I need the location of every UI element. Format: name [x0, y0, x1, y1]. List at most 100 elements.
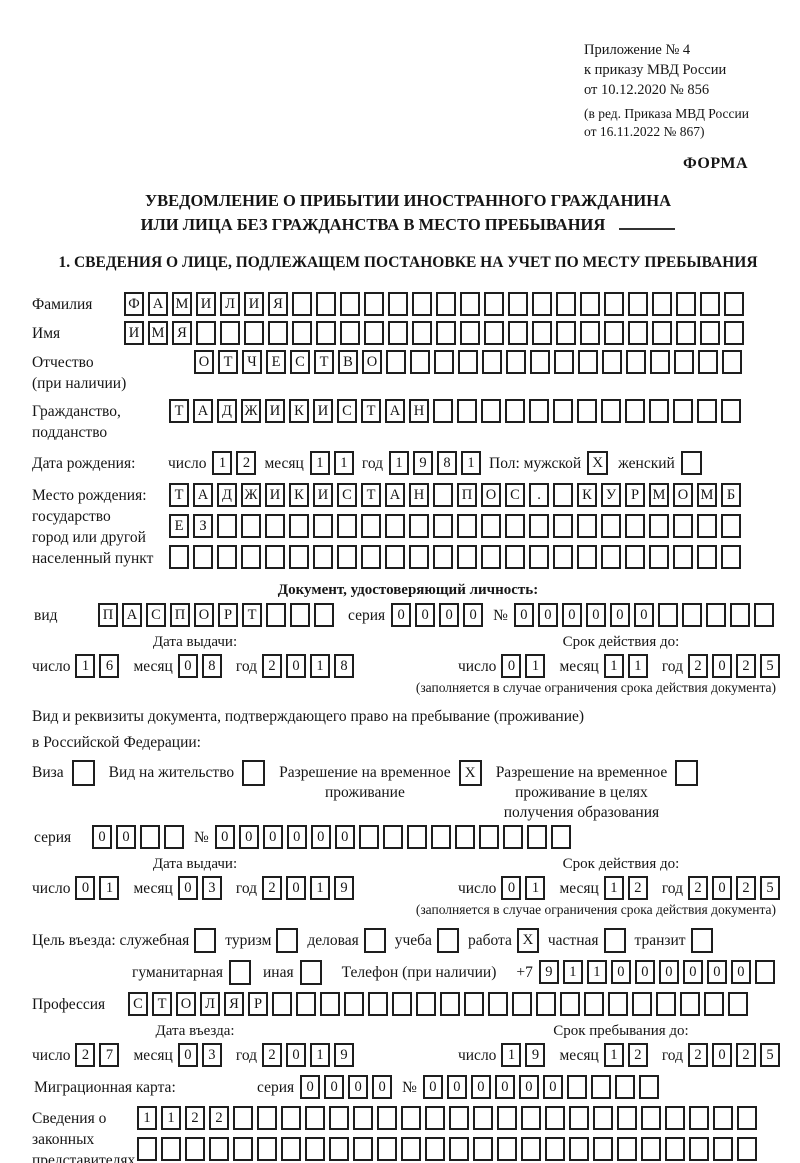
char-cell[interactable] [457, 514, 477, 538]
char-cell[interactable]: 0 [610, 960, 631, 984]
char-cell[interactable] [506, 350, 526, 374]
char-cell[interactable]: 3 [201, 1043, 222, 1067]
char-cell[interactable] [140, 825, 160, 849]
char-cell[interactable]: И [124, 321, 144, 345]
char-cell[interactable]: Т [314, 350, 334, 374]
char-cell[interactable]: 1 [603, 654, 624, 678]
char-cell[interactable]: 8 [334, 654, 355, 678]
char-cell[interactable] [458, 350, 478, 374]
char-cell[interactable]: 0 [372, 1075, 393, 1099]
char-cell[interactable] [377, 1106, 397, 1130]
char-cell[interactable]: 0 [501, 876, 522, 900]
char-cell[interactable] [508, 292, 528, 316]
char-cell[interactable]: М [649, 483, 669, 507]
char-cell[interactable] [593, 1106, 613, 1130]
char-cell[interactable] [386, 350, 406, 374]
char-cell[interactable]: 1 [603, 1043, 624, 1067]
char-cell[interactable]: Д [217, 483, 237, 507]
char-cell[interactable]: М [697, 483, 717, 507]
char-cell[interactable] [457, 545, 477, 569]
char-cell[interactable] [681, 603, 702, 627]
char-cell[interactable] [505, 545, 525, 569]
char-cell[interactable] [457, 399, 477, 423]
char-cell[interactable]: 9 [334, 1043, 355, 1067]
char-cell[interactable] [553, 399, 573, 423]
char-cell[interactable] [425, 1106, 445, 1130]
char-cell[interactable]: М [172, 292, 192, 316]
char-cell[interactable]: С [337, 399, 357, 423]
official-checkbox[interactable] [194, 928, 217, 953]
char-cell[interactable]: И [244, 292, 264, 316]
study-checkbox[interactable] [436, 928, 459, 953]
char-cell[interactable]: С [337, 483, 357, 507]
char-cell[interactable]: Н [409, 483, 429, 507]
char-cell[interactable] [728, 992, 748, 1016]
char-cell[interactable] [713, 1137, 733, 1161]
char-cell[interactable]: 7 [99, 1043, 120, 1067]
char-cell[interactable] [289, 514, 309, 538]
char-cell[interactable] [536, 992, 556, 1016]
char-cell[interactable]: Ж [241, 483, 261, 507]
char-cell[interactable]: Л [200, 992, 220, 1016]
char-cell[interactable] [433, 514, 453, 538]
char-cell[interactable] [721, 514, 741, 538]
char-cell[interactable] [257, 1137, 277, 1161]
char-cell[interactable] [578, 350, 598, 374]
char-cell[interactable]: 2 [688, 1043, 708, 1067]
char-cell[interactable] [526, 825, 547, 849]
char-cell[interactable] [577, 514, 597, 538]
char-cell[interactable] [196, 321, 216, 345]
char-cell[interactable]: 0 [463, 603, 484, 627]
char-cell[interactable] [364, 292, 384, 316]
char-cell[interactable] [652, 292, 672, 316]
char-cell[interactable] [505, 514, 525, 538]
char-cell[interactable] [604, 321, 624, 345]
char-cell[interactable] [377, 1137, 397, 1161]
char-cell[interactable]: 5 [760, 876, 780, 900]
char-cell[interactable] [545, 1106, 565, 1130]
work-checkbox[interactable]: X [516, 928, 539, 953]
char-cell[interactable] [656, 992, 676, 1016]
char-cell[interactable]: 0 [730, 960, 751, 984]
char-cell[interactable] [436, 321, 456, 345]
char-cell[interactable]: В [338, 350, 358, 374]
char-cell[interactable] [488, 992, 508, 1016]
char-cell[interactable] [265, 545, 285, 569]
char-cell[interactable] [484, 292, 504, 316]
char-cell[interactable]: 0 [238, 825, 259, 849]
char-cell[interactable] [601, 545, 621, 569]
char-cell[interactable] [689, 1106, 709, 1130]
char-cell[interactable]: Е [266, 350, 286, 374]
char-cell[interactable] [137, 1137, 157, 1161]
char-cell[interactable] [473, 1106, 493, 1130]
char-cell[interactable] [521, 1137, 541, 1161]
char-cell[interactable]: Ф [124, 292, 144, 316]
char-cell[interactable] [164, 825, 184, 849]
char-cell[interactable]: 0 [494, 1075, 515, 1099]
char-cell[interactable]: 0 [92, 825, 112, 849]
char-cell[interactable]: 0 [706, 960, 727, 984]
char-cell[interactable] [440, 992, 460, 1016]
char-cell[interactable] [481, 399, 501, 423]
char-cell[interactable] [602, 350, 622, 374]
char-cell[interactable]: 9 [413, 451, 434, 475]
char-cell[interactable] [680, 992, 700, 1016]
char-cell[interactable] [484, 321, 504, 345]
char-cell[interactable] [454, 825, 475, 849]
char-cell[interactable] [674, 350, 694, 374]
char-cell[interactable]: С [128, 992, 148, 1016]
char-cell[interactable] [502, 825, 523, 849]
char-cell[interactable]: 0 [537, 603, 558, 627]
char-cell[interactable] [625, 399, 645, 423]
char-cell[interactable]: 0 [658, 960, 679, 984]
char-cell[interactable]: 1 [525, 876, 546, 900]
char-cell[interactable] [364, 321, 384, 345]
char-cell[interactable] [382, 825, 403, 849]
other-checkbox[interactable] [299, 960, 322, 985]
char-cell[interactable] [241, 545, 261, 569]
char-cell[interactable] [401, 1137, 421, 1161]
char-cell[interactable] [409, 545, 429, 569]
char-cell[interactable]: О [194, 603, 214, 627]
char-cell[interactable] [289, 545, 309, 569]
char-cell[interactable]: 2 [262, 876, 283, 900]
